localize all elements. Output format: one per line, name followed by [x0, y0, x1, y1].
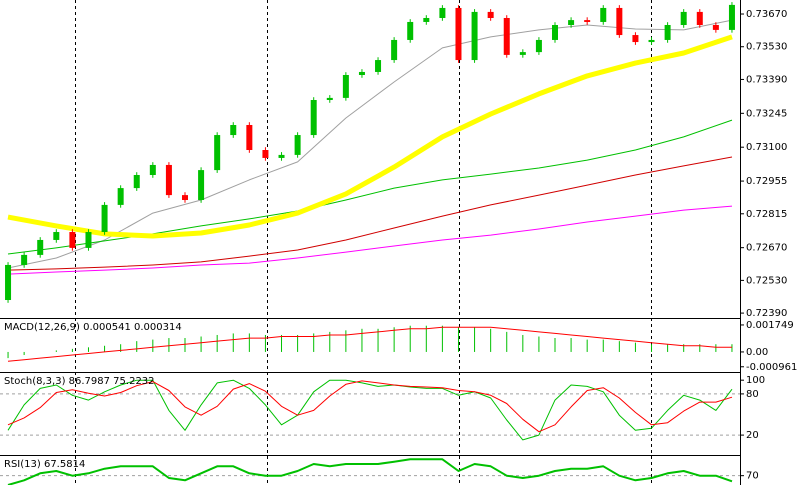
candle-body [648, 39, 655, 43]
candle-body [101, 204, 108, 233]
indicator-line [7, 380, 733, 433]
candle-body [165, 164, 172, 196]
indicator-line [7, 458, 733, 485]
candle-body [230, 125, 237, 136]
moving-average-line [7, 19, 733, 269]
y-tick-label: 100 [746, 375, 765, 386]
candle-body [487, 11, 494, 18]
y-tick-label: 0.72390 [746, 308, 787, 319]
y-tick-label: 0.72530 [746, 275, 787, 286]
indicator-line [7, 379, 733, 441]
y-tick-label: 70 [746, 471, 759, 482]
moving-average-line [7, 205, 733, 275]
candle-body [664, 25, 671, 40]
indicator-label: Stoch(8,3,3) 86.7987 75.2232 [4, 376, 155, 387]
candle-body [149, 164, 156, 176]
indicator-label: MACD(12,26,9) 0.000541 0.000314 [4, 322, 182, 333]
candle-body [584, 20, 591, 22]
candle-body [133, 175, 140, 189]
candle-body [519, 52, 526, 55]
candle-body [37, 239, 44, 255]
candle-body [455, 7, 462, 61]
candle-body [246, 125, 253, 151]
candle-body [214, 135, 221, 171]
candle-body [632, 35, 639, 43]
candle-body [712, 25, 719, 30]
candle-body [680, 11, 687, 26]
candle-body [117, 188, 124, 205]
candle-body [600, 7, 607, 22]
panel [7, 325, 733, 362]
y-tick-label: 80 [746, 389, 759, 400]
candle-body [69, 232, 76, 248]
candle-body [5, 264, 12, 301]
candle-body [423, 17, 430, 22]
candle-body [471, 11, 478, 61]
candle-body [552, 25, 558, 40]
moving-average-line [7, 156, 733, 271]
candle-body [310, 100, 317, 136]
y-tick-label: 0.73390 [746, 74, 787, 85]
candle-body [21, 254, 28, 265]
candle-body [568, 20, 575, 26]
y-tick-label: 0.00 [746, 347, 768, 358]
y-tick-label: 0.72815 [746, 209, 787, 220]
candle-body [278, 154, 285, 158]
y-tick-label: 0.73670 [746, 9, 787, 20]
y-tick-label: 0.001749 [746, 320, 794, 331]
candle-body [728, 4, 735, 30]
candle-body [198, 170, 205, 201]
y-tick-label: 0.73245 [746, 108, 787, 119]
candle-body [535, 39, 542, 53]
y-tick-label: 0.73100 [746, 142, 787, 153]
candle-body [342, 75, 349, 98]
candle-body [391, 39, 398, 61]
y-tick-label: 20 [746, 430, 759, 441]
moving-average-line [7, 34, 733, 239]
period-separators [75, 0, 652, 485]
y-tick-label: -0.000961 [746, 362, 797, 373]
candle-body [294, 135, 301, 155]
candle-body [85, 232, 92, 248]
candle-body [375, 60, 382, 72]
candle-body [326, 97, 333, 101]
candle-body [439, 7, 446, 18]
candle-body [53, 232, 60, 240]
panel [0, 458, 740, 485]
candle-body [358, 71, 365, 76]
indicator-line [7, 326, 732, 362]
candle-body [262, 150, 269, 158]
panel [0, 379, 740, 441]
y-tick-label: 0.72670 [746, 243, 787, 254]
candle-body [616, 7, 623, 36]
indicator-label: RSI(13) 67.5814 [4, 459, 85, 470]
panel [5, 2, 735, 303]
candle-body [696, 11, 703, 26]
y-tick-label: 0.72955 [746, 176, 787, 187]
y-tick-label: 0.73530 [746, 42, 787, 53]
candle-body [182, 195, 188, 201]
candle-body [407, 21, 414, 40]
candle-body [503, 17, 510, 55]
